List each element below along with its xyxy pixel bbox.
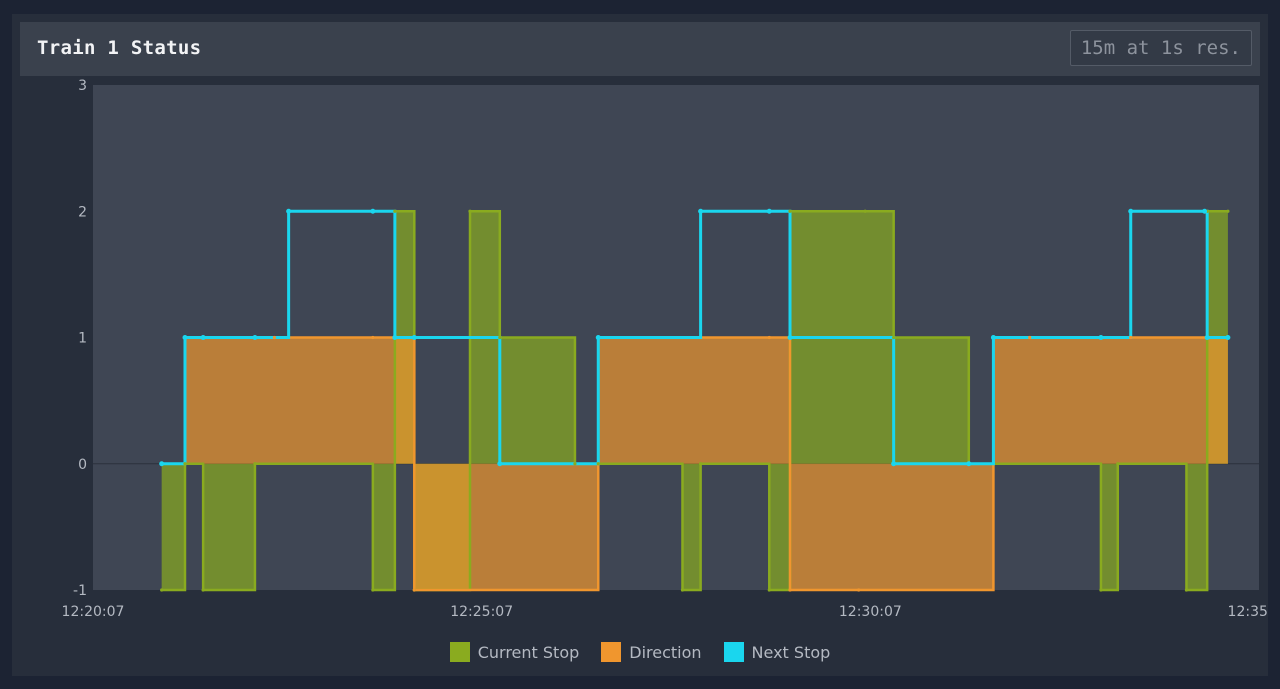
point-next-stop[interactable] — [1128, 208, 1134, 214]
legend-swatch-next-stop — [723, 642, 744, 662]
y-tick-label: 3 — [78, 78, 87, 94]
legend-item-current-stop[interactable]: Current Stop — [449, 642, 580, 662]
point-next-stop[interactable] — [392, 335, 398, 340]
point-next-stop[interactable] — [787, 335, 793, 340]
point-current-stop[interactable] — [699, 462, 703, 466]
legend-swatch-current-stop — [449, 642, 470, 662]
point-next-stop[interactable] — [966, 461, 972, 467]
panel-title: Train 1 Status — [37, 37, 202, 59]
point-next-stop[interactable] — [1098, 335, 1104, 340]
point-current-stop[interactable] — [767, 588, 771, 592]
y-tick-label: 1 — [78, 331, 87, 347]
area-direction — [161, 337, 1228, 590]
legend-label-direction: Direction — [629, 642, 702, 662]
y-tick-label: 2 — [78, 204, 87, 220]
point-next-stop[interactable] — [595, 335, 601, 340]
point-current-stop[interactable] — [892, 335, 896, 340]
panel-header: Train 1 Status 15m at 1s res. — [20, 22, 1260, 76]
x-tick-label: 12:25:07 — [450, 604, 513, 620]
point-current-stop[interactable] — [183, 462, 187, 466]
status-chart[interactable]: -1 0 1 2 3 12:20:07 12:25:07 12:30:07 12:35:07 — [12, 14, 1268, 676]
point-next-stop[interactable] — [252, 335, 258, 340]
point-next-stop[interactable] — [891, 461, 897, 467]
point-current-stop[interactable] — [1226, 209, 1230, 213]
point-next-stop[interactable] — [411, 335, 417, 340]
point-next-stop[interactable] — [698, 208, 704, 214]
point-current-stop[interactable] — [371, 588, 375, 592]
point-next-stop[interactable] — [1202, 208, 1208, 214]
line-current-stop[interactable] — [161, 210, 1228, 592]
point-next-stop[interactable] — [1204, 335, 1210, 340]
point-current-stop[interactable] — [393, 209, 397, 213]
legend-label-next-stop: Next Stop — [751, 642, 831, 662]
point-direction[interactable] — [371, 335, 375, 340]
legend-label-current-stop: Current Stop — [477, 642, 580, 662]
legend-item-next-stop[interactable]: Next Stop — [723, 642, 831, 662]
point-current-stop[interactable] — [1116, 462, 1120, 466]
y-tick-label: 0 — [78, 457, 87, 473]
point-next-stop[interactable] — [286, 208, 292, 214]
point-current-stop[interactable] — [680, 588, 685, 592]
point-next-stop[interactable] — [497, 461, 503, 467]
point-direction[interactable] — [788, 588, 792, 592]
point-next-stop[interactable] — [159, 461, 165, 467]
point-current-stop[interactable] — [863, 209, 867, 213]
point-current-stop[interactable] — [498, 335, 502, 340]
resolution-badge[interactable]: 15m at 1s res. — [1069, 30, 1252, 66]
point-next-stop[interactable] — [990, 335, 996, 340]
y-tick-label: -1 — [73, 583, 87, 599]
point-current-stop[interactable] — [573, 462, 577, 466]
point-direction[interactable] — [1028, 335, 1032, 340]
point-current-stop[interactable] — [788, 209, 792, 213]
x-tick-label: 12:30:07 — [839, 604, 902, 620]
legend-swatch-direction — [601, 642, 622, 662]
point-current-stop[interactable] — [160, 588, 164, 592]
status-panel: Train 1 Status 15m at 1s res. -1 0 1 2 3 12:… — [12, 14, 1268, 676]
point-direction[interactable] — [412, 588, 416, 592]
point-next-stop[interactable] — [1225, 335, 1231, 340]
point-current-stop[interactable] — [201, 588, 205, 592]
point-current-stop[interactable] — [468, 209, 472, 213]
point-current-stop[interactable] — [596, 462, 600, 466]
line-next-stop[interactable] — [161, 209, 1228, 466]
point-next-stop[interactable] — [370, 208, 376, 214]
legend-item-direction[interactable]: Direction — [601, 642, 702, 662]
point-current-stop[interactable] — [1184, 588, 1189, 592]
point-direction[interactable] — [857, 588, 861, 592]
point-current-stop[interactable] — [253, 462, 257, 466]
point-next-stop[interactable] — [766, 208, 772, 214]
point-direction[interactable] — [272, 335, 276, 340]
point-next-stop[interactable] — [182, 335, 188, 340]
x-tick-label: 12:20:07 — [62, 604, 125, 620]
point-next-stop[interactable] — [200, 335, 206, 340]
chart-legend: Current Stop Direction Next Stop — [12, 642, 1268, 662]
x-tick-label: 12:35:07 — [1228, 604, 1268, 620]
point-current-stop[interactable] — [1099, 588, 1103, 592]
point-direction[interactable] — [767, 335, 771, 340]
point-direction[interactable] — [1129, 335, 1133, 340]
